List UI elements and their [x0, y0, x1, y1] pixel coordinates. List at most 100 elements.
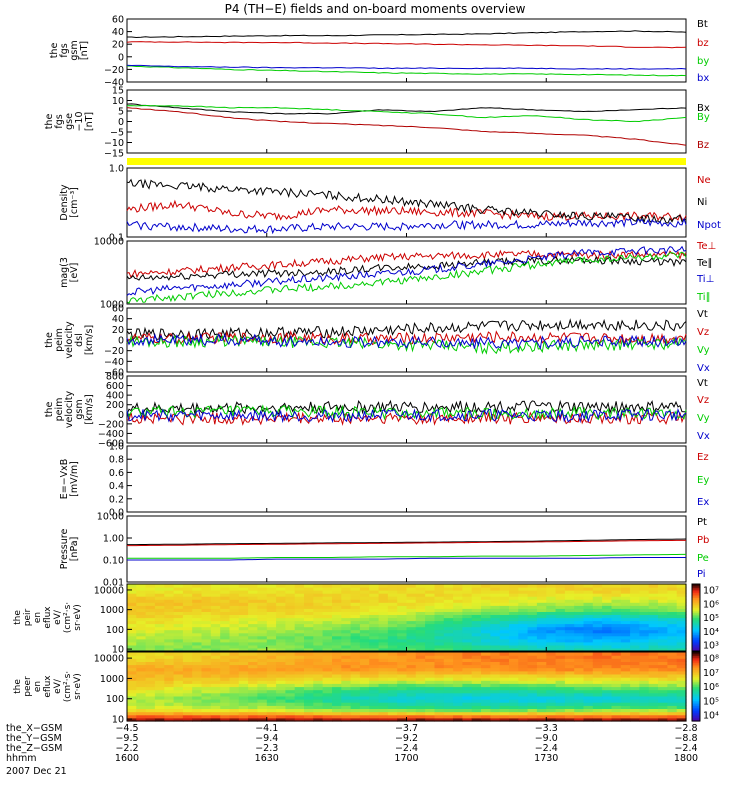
orbit-row-value: 1600	[115, 753, 139, 764]
spectrogram-cell	[415, 584, 426, 588]
spectrogram-cell	[481, 638, 491, 643]
spectrogram-cell	[276, 635, 286, 640]
spectrogram-cell	[154, 677, 165, 681]
spectrogram-cell	[182, 658, 193, 662]
spectrogram-cell	[341, 605, 352, 609]
spectrogram-cell	[648, 641, 659, 646]
spectrogram-cell	[182, 717, 193, 722]
spectrogram-cell	[201, 667, 212, 672]
spectrogram-cell	[378, 635, 389, 640]
spectrogram-cell	[639, 590, 650, 594]
colorbar-cell	[692, 700, 700, 703]
spectrogram-cell	[154, 689, 165, 694]
spectrogram-cell	[322, 714, 333, 719]
spectrogram-cell	[518, 596, 529, 600]
spectrogram-cell	[574, 623, 585, 628]
series-pressure-2	[127, 553, 686, 559]
spectrogram-cell	[518, 620, 529, 625]
spectrogram-cell	[536, 699, 547, 703]
colorbar-cell	[692, 679, 700, 682]
spectrogram-cell	[266, 680, 277, 684]
spectrogram-cell	[406, 587, 417, 591]
spectrogram-cell	[229, 629, 240, 634]
spectrogram-cell	[201, 599, 212, 603]
spectrogram-cell	[639, 683, 650, 688]
spectrogram-cell	[136, 689, 147, 694]
spectrogram-cell	[453, 692, 463, 697]
spectrogram-cell	[518, 711, 529, 716]
spectrogram-cell	[499, 692, 510, 697]
spectrogram-cell	[620, 590, 631, 594]
spectrogram-cell	[220, 602, 231, 606]
panel-frame	[126, 445, 687, 513]
spectrogram-cell	[164, 661, 175, 666]
spectrogram-cell	[481, 626, 491, 631]
spectrogram-cell	[322, 644, 333, 649]
spectrogram-cell	[154, 670, 165, 675]
spectrogram-cell	[378, 638, 389, 643]
spectrogram-cell	[257, 661, 268, 666]
spectrogram-cell	[481, 614, 491, 619]
spectrogram-cell	[443, 652, 454, 656]
spectrogram-cell	[387, 632, 398, 637]
spectrogram-cell	[602, 593, 612, 597]
spectrogram-cell	[536, 655, 547, 659]
spectrogram-cell	[173, 611, 184, 615]
spectrogram-cell	[574, 670, 585, 675]
spectrogram-cell	[499, 644, 510, 649]
spectrogram-cell	[164, 702, 175, 706]
spectrogram-cell	[248, 652, 258, 656]
spectrogram-cell	[397, 661, 408, 666]
spectrogram-cell	[555, 602, 566, 606]
spectrogram-cell	[192, 614, 203, 619]
spectrogram-cell	[620, 699, 631, 703]
spectrogram-cell	[639, 677, 650, 681]
spectrogram-cell	[630, 667, 640, 672]
spectrogram-cell	[518, 623, 529, 628]
spectrogram-cell	[313, 686, 324, 691]
spectrogram-cell	[378, 617, 389, 622]
spectrogram-cell	[220, 593, 231, 597]
spectrogram-cell	[434, 593, 445, 597]
spectrogram-cell	[369, 674, 380, 678]
spectrogram-cell	[164, 711, 175, 716]
spectrogram-cell	[546, 705, 557, 709]
y-tick-label: 0.1	[109, 233, 124, 244]
spectrogram-cell	[490, 677, 501, 681]
spectrogram-cell	[546, 602, 557, 606]
spectrogram-cell	[341, 635, 352, 640]
spectrogram-cell	[164, 611, 175, 615]
spectrogram-cell	[294, 638, 305, 643]
spectrogram-cell	[397, 608, 408, 612]
spectrogram-cell	[136, 708, 147, 713]
spectrogram-cell	[257, 587, 268, 591]
colorbar-cell	[692, 669, 700, 672]
colorbar-cell	[692, 717, 700, 720]
spectrogram-cell	[238, 629, 249, 634]
spectrogram-cell	[397, 593, 408, 597]
spectrogram-cell	[630, 670, 640, 675]
spectrogram-cell	[294, 620, 305, 625]
spectrogram-cell	[182, 695, 193, 700]
colorbar-cell	[692, 622, 700, 625]
spectrogram-cell	[434, 658, 445, 662]
spectrogram-cell	[499, 717, 510, 722]
spectrogram-cell	[322, 620, 333, 625]
spectrogram-cell	[574, 680, 585, 684]
spectrogram-cell	[294, 652, 305, 656]
spectrogram-cell	[527, 632, 538, 637]
spectrogram-cell	[313, 702, 324, 706]
spectrogram-cell	[313, 623, 324, 628]
spectrogram-cell	[611, 686, 622, 691]
spectrogram-cell	[397, 658, 408, 662]
spectrogram-cell	[453, 670, 463, 675]
spectrogram-cell	[182, 605, 193, 609]
spectrogram-cell	[481, 635, 491, 640]
spectrogram-cell	[425, 705, 435, 709]
spectrogram-cell	[285, 638, 296, 643]
spectrogram-cell	[546, 677, 557, 681]
spectrogram-cell	[173, 683, 184, 688]
spectrogram-cell	[658, 596, 668, 600]
spectrogram-cell	[341, 658, 352, 662]
